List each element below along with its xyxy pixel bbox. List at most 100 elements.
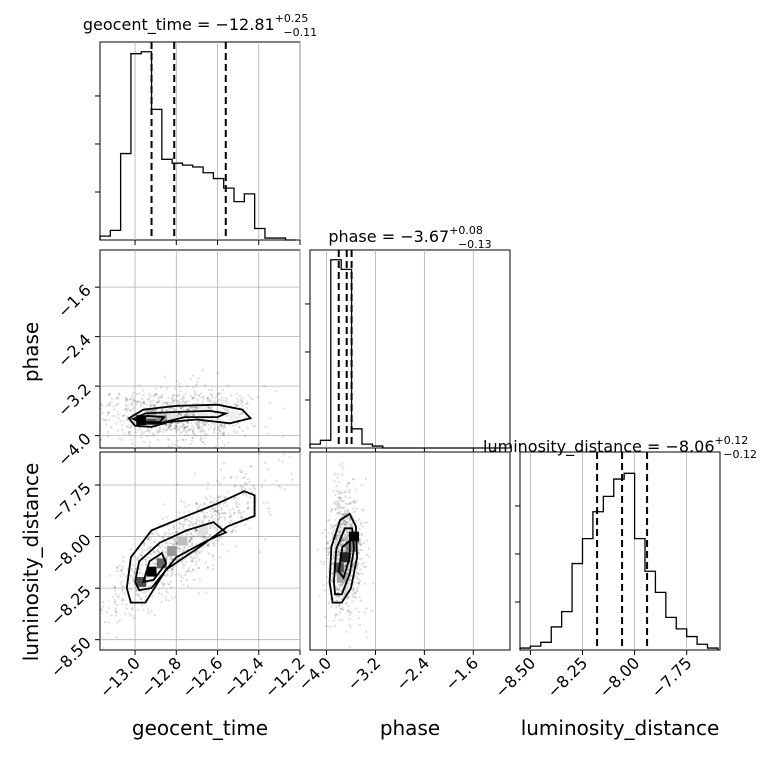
scatter-point: [204, 561, 207, 564]
scatter-point: [343, 523, 347, 526]
scatter-point: [163, 413, 166, 416]
scatter-point: [144, 595, 148, 598]
density-cell: [336, 572, 347, 583]
scatter-point: [165, 516, 168, 519]
scatter-point: [185, 429, 189, 432]
scatter-point: [170, 596, 174, 599]
scatter-point: [179, 397, 182, 401]
scatter-point: [188, 556, 192, 559]
scatter-point: [349, 525, 352, 528]
scatter-point: [130, 438, 133, 441]
scatter-point: [345, 521, 348, 524]
scatter-point: [157, 550, 160, 554]
scatter-point: [338, 491, 341, 494]
scatter-point: [90, 622, 92, 624]
scatter-point: [198, 393, 201, 397]
scatter-point: [346, 529, 349, 532]
scatter-point: [118, 393, 121, 396]
x-tick-label: −8.50: [491, 653, 539, 701]
scatter-point: [146, 435, 149, 438]
xlabel-phase: phase: [380, 716, 440, 740]
y-tick-label: −8.50: [47, 633, 95, 681]
scatter-point: [202, 536, 205, 539]
scatter-point: [231, 528, 235, 532]
scatter-point: [355, 567, 359, 570]
scatter-point: [352, 595, 355, 598]
scatter-point: [246, 402, 249, 406]
scatter-point: [335, 537, 339, 541]
scatter-point: [176, 425, 179, 429]
scatter-point: [182, 422, 185, 426]
scatter-point: [190, 555, 193, 558]
scatter-point: [184, 571, 187, 574]
scatter-point: [187, 422, 190, 425]
scatter-point: [124, 408, 128, 411]
scatter-point: [358, 579, 362, 582]
scatter-point: [153, 541, 157, 544]
scatter-point: [132, 571, 136, 574]
scatter-point: [139, 554, 142, 557]
scatter-point: [149, 404, 152, 407]
scatter-point: [219, 430, 222, 433]
scatter-point: [129, 434, 132, 437]
scatter-point: [247, 394, 250, 397]
scatter-point: [171, 556, 174, 560]
scatter-point: [178, 427, 181, 431]
scatter-point: [337, 492, 340, 495]
scatter-point: [187, 524, 190, 527]
scatter-point: [170, 541, 173, 545]
scatter-point: [131, 608, 134, 611]
scatter-point: [263, 479, 266, 482]
scatter-point: [143, 543, 146, 547]
scatter-point: [100, 608, 103, 611]
scatter-point: [342, 520, 345, 523]
scatter-point: [354, 501, 357, 505]
scatter-point: [176, 483, 179, 486]
scatter-point: [345, 539, 348, 542]
scatter-point: [233, 485, 236, 488]
scatter-point: [153, 433, 156, 436]
scatter-point: [346, 517, 349, 520]
scatter-point: [149, 400, 152, 403]
scatter-point: [212, 542, 215, 546]
scatter-point: [101, 447, 103, 448]
scatter-point: [188, 524, 191, 527]
scatter-point: [339, 584, 342, 587]
scatter-point: [128, 397, 132, 401]
scatter-point: [211, 507, 214, 510]
scatter-point: [326, 546, 329, 549]
scatter-point: [115, 635, 119, 639]
scatter-point: [343, 533, 346, 537]
scatter-point: [101, 600, 105, 604]
scatter-point: [209, 495, 212, 498]
scatter-point: [166, 437, 169, 440]
scatter-point: [175, 531, 178, 534]
scatter-point: [354, 591, 357, 594]
scatter-point: [351, 507, 355, 510]
scatter-point: [100, 609, 102, 612]
scatter-point: [139, 435, 143, 439]
x-tick-label: −12.6: [178, 653, 226, 701]
scatter-point: [331, 577, 334, 580]
scatter-point: [354, 592, 357, 595]
scatter-point: [181, 394, 184, 398]
scatter-point: [182, 523, 186, 526]
scatter-point: [215, 395, 218, 399]
scatter-point: [206, 544, 209, 547]
scatter-point: [134, 431, 137, 434]
scatter-point: [182, 424, 186, 427]
scatter-point: [146, 548, 149, 551]
scatter-point: [210, 395, 214, 398]
scatter-point: [169, 425, 172, 428]
scatter-point: [139, 568, 142, 571]
contour-line: [328, 512, 359, 604]
scatter-point: [234, 405, 237, 408]
scatter-point: [327, 602, 331, 605]
scatter-point: [124, 404, 127, 407]
scatter-point: [200, 549, 203, 552]
scatter-point: [275, 479, 278, 483]
scatter-point: [362, 509, 365, 512]
density-cell: [146, 566, 157, 577]
scatter-point: [352, 500, 356, 503]
scatter-point: [223, 518, 226, 521]
